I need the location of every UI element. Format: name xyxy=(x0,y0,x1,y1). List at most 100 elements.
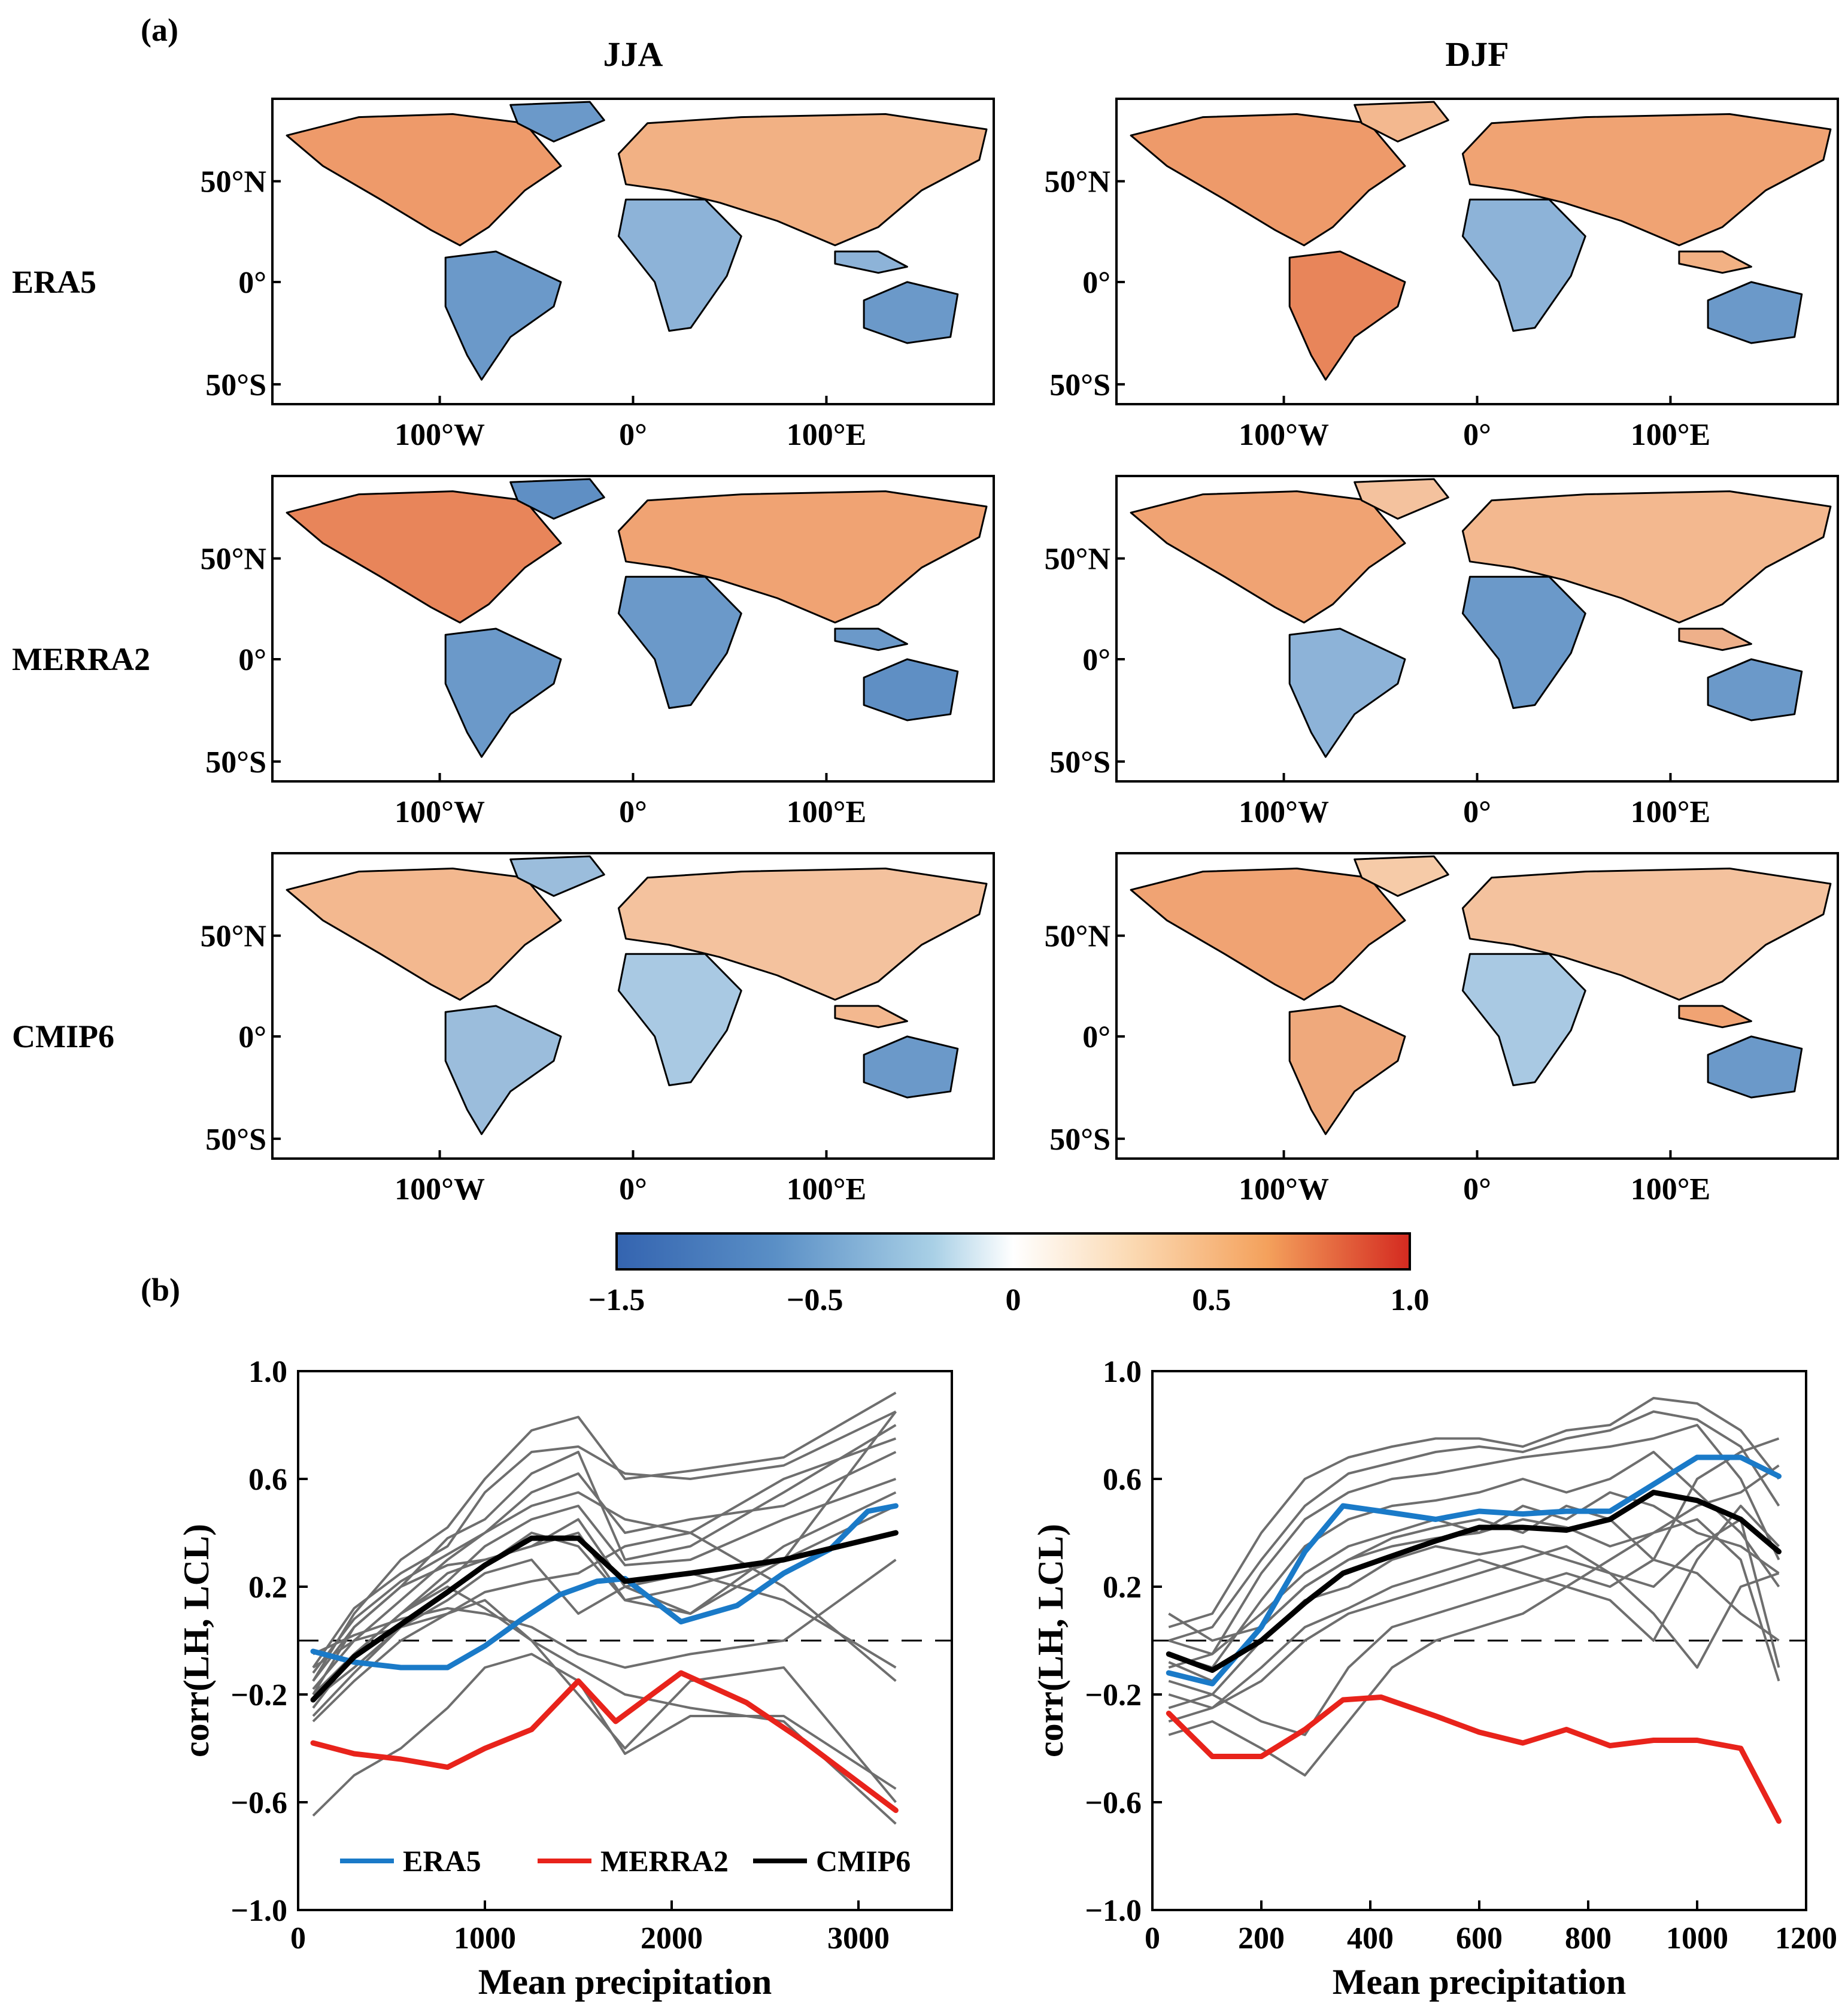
map-column-title: DJF xyxy=(1445,35,1509,74)
model-series-line xyxy=(1168,1491,1780,1682)
lon-tick-label: 100°W xyxy=(1239,418,1329,452)
x-tick-label: 400 xyxy=(1347,1921,1394,1956)
lon-tick-label: 0° xyxy=(1463,795,1491,829)
model-series-line xyxy=(312,1559,897,1669)
continent-shape xyxy=(1678,627,1752,651)
line-chart-left: 1.0 0.6 0.2 −0.2 −0.6 −1.00 1000 2000 3000 Mean p… xyxy=(177,1355,953,2002)
legend-entry: ERA5 xyxy=(403,1844,481,1878)
lon-tick-label: 100°W xyxy=(395,795,485,829)
continent-shape xyxy=(834,250,908,274)
map-row-label: CMIP6 xyxy=(12,1018,114,1054)
x-tick-label: 0 xyxy=(290,1921,306,1956)
lat-tick-label: 50°S xyxy=(1049,745,1110,780)
model-series-line xyxy=(312,1392,897,1682)
continent-shape xyxy=(1461,113,1832,247)
model-series-line xyxy=(1168,1397,1780,1629)
map-panel: 50°N 0° 50°S 100°W 0° 100°E xyxy=(1045,98,1839,452)
y-tick-label: 1.0 xyxy=(248,1355,287,1389)
series-line-era5 xyxy=(1166,1454,1782,1687)
model-series-line xyxy=(312,1518,897,1696)
x-tick-label: 1200 xyxy=(1775,1921,1837,1956)
lat-tick-label: 0° xyxy=(238,266,266,300)
continent-shape xyxy=(1354,101,1449,143)
legend-entry: MERRA2 xyxy=(600,1844,729,1878)
lon-tick-label: 0° xyxy=(1463,1172,1491,1206)
lon-tick-label: 100°E xyxy=(787,795,866,829)
y-axis-label: corr(LH, LCL) xyxy=(177,1524,216,1757)
continent-shape xyxy=(1130,490,1406,624)
lat-tick-label: 50°S xyxy=(1049,368,1110,402)
lat-tick-label: 50°S xyxy=(1049,1123,1110,1157)
model-series-line xyxy=(312,1437,897,1674)
model-series-line xyxy=(312,1505,897,1717)
continent-shape xyxy=(834,627,908,651)
continent-shape xyxy=(1461,198,1586,332)
continent-shape xyxy=(444,627,562,758)
lon-tick-label: 0° xyxy=(619,418,647,452)
continent-shape xyxy=(1461,953,1586,1087)
continent-shape xyxy=(863,281,959,344)
map-row-label: MERRA2 xyxy=(12,641,150,677)
lon-tick-label: 100°W xyxy=(395,1172,485,1206)
lat-tick-label: 0° xyxy=(238,643,266,677)
lon-tick-label: 0° xyxy=(619,1172,647,1206)
x-axis-label: Mean precipitation xyxy=(478,1962,772,2002)
continent-shape xyxy=(863,658,959,721)
map-panel: 50°N 0° 50°S 100°W 0° 100°E xyxy=(1045,475,1839,829)
continent-shape xyxy=(1461,575,1586,710)
map-panel: 50°N 0° 50°S 100°W 0° 100°E xyxy=(201,475,995,829)
continent-shape xyxy=(509,101,605,143)
continent-shape xyxy=(834,1005,908,1029)
map-grid: 50°N 0° 50°S 100°W 0° 100°E 50°N 0° 50°S 100°W 0° 1… xyxy=(12,35,1839,1206)
legend: ERA5 MERRA2 CMIP6 xyxy=(340,1844,911,1878)
continent-shape xyxy=(1707,281,1803,344)
model-series-line xyxy=(312,1599,897,1803)
lon-tick-label: 100°W xyxy=(395,418,485,452)
lon-tick-label: 100°E xyxy=(1631,418,1710,452)
x-tick-label: 200 xyxy=(1238,1921,1285,1956)
x-tick-label: 600 xyxy=(1456,1921,1503,1956)
series-line-era5 xyxy=(310,1503,899,1671)
model-series-line xyxy=(1168,1410,1780,1642)
continent-shape xyxy=(444,1005,562,1135)
lat-tick-label: 50°S xyxy=(205,1123,266,1157)
lat-tick-label: 50°S xyxy=(205,745,266,780)
map-panel: 50°N 0° 50°S 100°W 0° 100°E xyxy=(1045,852,1839,1206)
y-tick-label: −0.6 xyxy=(1085,1786,1142,1820)
map-panel: 50°N 0° 50°S 100°W 0° 100°E xyxy=(201,852,995,1206)
lon-tick-label: 100°W xyxy=(1239,795,1329,829)
series-line-cmip6 xyxy=(1166,1490,1782,1673)
map-column-title: JJA xyxy=(603,35,663,74)
model-series-line xyxy=(312,1491,897,1701)
lon-tick-label: 0° xyxy=(619,795,647,829)
continent-shape xyxy=(1354,855,1449,897)
continent-shape xyxy=(286,868,562,1001)
series-line-cmip6 xyxy=(310,1530,899,1703)
x-tick-label: 3000 xyxy=(827,1921,890,1956)
model-series-line xyxy=(1168,1437,1780,1642)
model-series-line xyxy=(312,1410,897,1669)
continent-shape xyxy=(617,575,742,710)
lat-tick-label: 50°N xyxy=(1045,165,1110,199)
lat-tick-label: 0° xyxy=(1082,643,1110,677)
continent-shape xyxy=(1354,478,1449,520)
y-tick-label: −0.2 xyxy=(230,1678,287,1712)
lat-tick-label: 50°S xyxy=(205,368,266,402)
colorbar-tick-label: 0 xyxy=(1006,1283,1021,1317)
continent-shape xyxy=(1678,1005,1752,1029)
line-chart-right: 1.0 0.6 0.2 −0.2 −0.6 −1.00 200 400 600 800 1000 12… xyxy=(1031,1355,1837,2002)
continent-shape xyxy=(509,855,605,897)
continent-shape xyxy=(1678,250,1752,274)
continent-shape xyxy=(863,1035,959,1099)
model-series-line xyxy=(1168,1505,1780,1776)
panel-label-b: (b) xyxy=(141,1272,180,1308)
continent-shape xyxy=(1288,1005,1406,1135)
lat-tick-label: 50°N xyxy=(201,165,266,199)
colorbar-tick-label: −1.5 xyxy=(588,1283,645,1317)
model-series-line xyxy=(1168,1559,1780,1736)
continent-shape xyxy=(1288,250,1406,381)
x-axis-label: Mean precipitation xyxy=(1333,1962,1627,2002)
lat-tick-label: 0° xyxy=(1082,1020,1110,1054)
x-tick-label: 800 xyxy=(1565,1921,1612,1956)
y-tick-label: −1.0 xyxy=(230,1894,287,1928)
